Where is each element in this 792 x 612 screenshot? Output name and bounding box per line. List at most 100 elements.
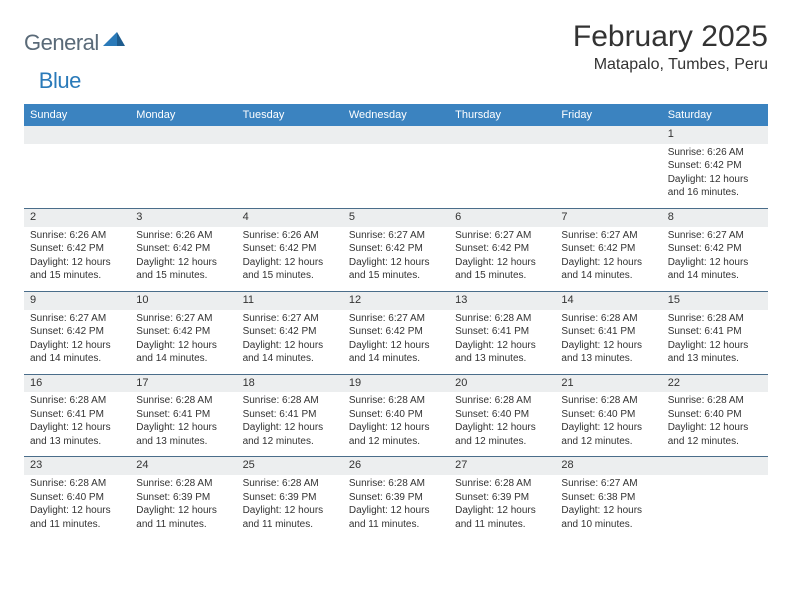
sunrise-text: Sunrise: 6:26 AM — [30, 229, 124, 243]
day-content: Sunrise: 6:26 AMSunset: 6:42 PMDaylight:… — [662, 144, 768, 208]
daylight-text: Daylight: 12 hours and 11 minutes. — [243, 504, 337, 531]
sunrise-text: Sunrise: 6:27 AM — [243, 312, 337, 326]
day-number: 28 — [561, 459, 573, 471]
day-number-row: 18 — [237, 375, 343, 393]
sunset-text: Sunset: 6:42 PM — [243, 325, 337, 339]
day-number-row — [24, 126, 130, 144]
day-number — [561, 128, 564, 140]
day-number-row: 26 — [343, 457, 449, 475]
day-number: 6 — [455, 211, 461, 223]
sunrise-text: Sunrise: 6:28 AM — [668, 312, 762, 326]
day-number-row: 20 — [449, 375, 555, 393]
day-cell: 10 Sunrise: 6:27 AMSunset: 6:42 PMDayligh… — [130, 292, 236, 374]
day-number-row — [237, 126, 343, 144]
daylight-text: Daylight: 12 hours and 14 minutes. — [136, 339, 230, 366]
sunset-text: Sunset: 6:41 PM — [136, 408, 230, 422]
day-cell: 17Sunrise: 6:28 AMSunset: 6:41 PMDayligh… — [130, 375, 236, 457]
weekday-sunday: Sunday — [24, 104, 130, 126]
calendar-grid: Sunday Monday Tuesday Wednesday Thursday… — [24, 104, 768, 539]
sunset-text: Sunset: 6:39 PM — [349, 491, 443, 505]
weekday-saturday: Saturday — [662, 104, 768, 126]
sunset-text: Sunset: 6:42 PM — [30, 242, 124, 256]
sunrise-text: Sunrise: 6:26 AM — [136, 229, 230, 243]
day-number-row: 25 — [237, 457, 343, 475]
sunrise-text: Sunrise: 6:28 AM — [30, 477, 124, 491]
day-cell: 6Sunrise: 6:27 AMSunset: 6:42 PMDaylight… — [449, 209, 555, 291]
day-number: 10 — [136, 294, 148, 306]
day-number-row: 6 — [449, 209, 555, 227]
sunset-text: Sunset: 6:40 PM — [668, 408, 762, 422]
day-cell: 28Sunrise: 6:27 AMSunset: 6:38 PMDayligh… — [555, 457, 661, 539]
sunrise-text: Sunrise: 6:28 AM — [455, 477, 549, 491]
sunset-text: Sunset: 6:42 PM — [668, 159, 762, 173]
daylight-text: Daylight: 12 hours and 12 minutes. — [668, 421, 762, 448]
day-content: Sunrise: 6:28 AMSunset: 6:41 PMDaylight:… — [130, 392, 236, 456]
day-number-row: 22 — [662, 375, 768, 393]
day-content: Sunrise: 6:28 AMSunset: 6:40 PMDaylight:… — [343, 392, 449, 456]
day-cell — [662, 457, 768, 539]
day-cell: 13Sunrise: 6:28 AMSunset: 6:41 PMDayligh… — [449, 292, 555, 374]
day-cell: 9Sunrise: 6:27 AMSunset: 6:42 PMDaylight… — [24, 292, 130, 374]
day-number: 22 — [668, 377, 680, 389]
weekday-friday: Friday — [555, 104, 661, 126]
day-number: 21 — [561, 377, 573, 389]
day-number: 5 — [349, 211, 355, 223]
daylight-text: Daylight: 12 hours and 14 minutes. — [30, 339, 124, 366]
day-cell: 12Sunrise: 6:27 AMSunset: 6:42 PMDayligh… — [343, 292, 449, 374]
day-cell: 21 Sunrise: 6:28 AMSunset: 6:40 PMDayligh… — [555, 375, 661, 457]
day-cell: 1 Sunrise: 6:26 AMSunset: 6:42 PMDaylight… — [662, 126, 768, 208]
sunset-text: Sunset: 6:40 PM — [561, 408, 655, 422]
week-row: 1 Sunrise: 6:26 AMSunset: 6:42 PMDaylight… — [24, 126, 768, 209]
day-content: Sunrise: 6:28 AMSunset: 6:40 PMDaylight:… — [555, 392, 661, 456]
day-number: 19 — [349, 377, 361, 389]
day-number: 25 — [243, 459, 255, 471]
day-number-row: 7 — [555, 209, 661, 227]
calendar-page: General February 2025 Matapalo, Tumbes, … — [0, 0, 792, 539]
daylight-text: Daylight: 12 hours and 13 minutes. — [136, 421, 230, 448]
sunset-text: Sunset: 6:41 PM — [561, 325, 655, 339]
day-cell: 16Sunrise: 6:28 AMSunset: 6:41 PMDayligh… — [24, 375, 130, 457]
day-content: Sunrise: 6:28 AMSunset: 6:39 PMDaylight:… — [237, 475, 343, 539]
location-text: Matapalo, Tumbes, Peru — [573, 56, 768, 74]
day-number: 27 — [455, 459, 467, 471]
day-number: 1 — [668, 128, 674, 140]
day-content: Sunrise: 6:27 AMSunset: 6:42 PMDaylight:… — [237, 310, 343, 374]
title-block: February 2025 Matapalo, Tumbes, Peru — [573, 20, 768, 74]
weekday-tuesday: Tuesday — [237, 104, 343, 126]
day-number — [455, 128, 458, 140]
day-cell: 20Sunrise: 6:28 AMSunset: 6:40 PMDayligh… — [449, 375, 555, 457]
day-cell: 14Sunrise: 6:28 AMSunset: 6:41 PMDayligh… — [555, 292, 661, 374]
day-cell: 27 Sunrise: 6:28 AMSunset: 6:39 PMDayligh… — [449, 457, 555, 539]
daylight-text: Daylight: 12 hours and 12 minutes. — [561, 421, 655, 448]
sunset-text: Sunset: 6:38 PM — [561, 491, 655, 505]
day-number: 8 — [668, 211, 674, 223]
sunset-text: Sunset: 6:41 PM — [30, 408, 124, 422]
daylight-text: Daylight: 12 hours and 11 minutes. — [349, 504, 443, 531]
daylight-text: Daylight: 12 hours and 12 minutes. — [349, 421, 443, 448]
sunrise-text: Sunrise: 6:28 AM — [455, 312, 549, 326]
day-number: 9 — [30, 294, 36, 306]
daylight-text: Daylight: 12 hours and 13 minutes. — [561, 339, 655, 366]
day-content: Sunrise: 6:27 AMSunset: 6:42 PMDaylight:… — [130, 310, 236, 374]
day-content: Sunrise: 6:28 AMSunset: 6:41 PMDaylight:… — [449, 310, 555, 374]
day-content: Sunrise: 6:28 AMSunset: 6:41 PMDaylight:… — [555, 310, 661, 374]
weekday-monday: Monday — [130, 104, 236, 126]
day-content: Sunrise: 6:28 AMSunset: 6:39 PMDaylight:… — [449, 475, 555, 539]
day-number-row: 21 — [555, 375, 661, 393]
day-cell: 24Sunrise: 6:28 AMSunset: 6:39 PMDayligh… — [130, 457, 236, 539]
day-content: Sunrise: 6:26 AMSunset: 6:42 PMDaylight:… — [130, 227, 236, 291]
logo: General — [24, 20, 127, 56]
daylight-text: Daylight: 12 hours and 15 minutes. — [349, 256, 443, 283]
daylight-text: Daylight: 12 hours and 12 minutes. — [243, 421, 337, 448]
day-number: 20 — [455, 377, 467, 389]
daylight-text: Daylight: 12 hours and 11 minutes. — [136, 504, 230, 531]
sunrise-text: Sunrise: 6:26 AM — [668, 146, 762, 160]
day-cell: 25 Sunrise: 6:28 AMSunset: 6:39 PMDayligh… — [237, 457, 343, 539]
day-cell: 26Sunrise: 6:28 AMSunset: 6:39 PMDayligh… — [343, 457, 449, 539]
day-number: 7 — [561, 211, 567, 223]
sunrise-text: Sunrise: 6:28 AM — [243, 477, 337, 491]
day-number: 18 — [243, 377, 255, 389]
sunrise-text: Sunrise: 6:28 AM — [136, 477, 230, 491]
daylight-text: Daylight: 12 hours and 15 minutes. — [455, 256, 549, 283]
sunset-text: Sunset: 6:40 PM — [455, 408, 549, 422]
